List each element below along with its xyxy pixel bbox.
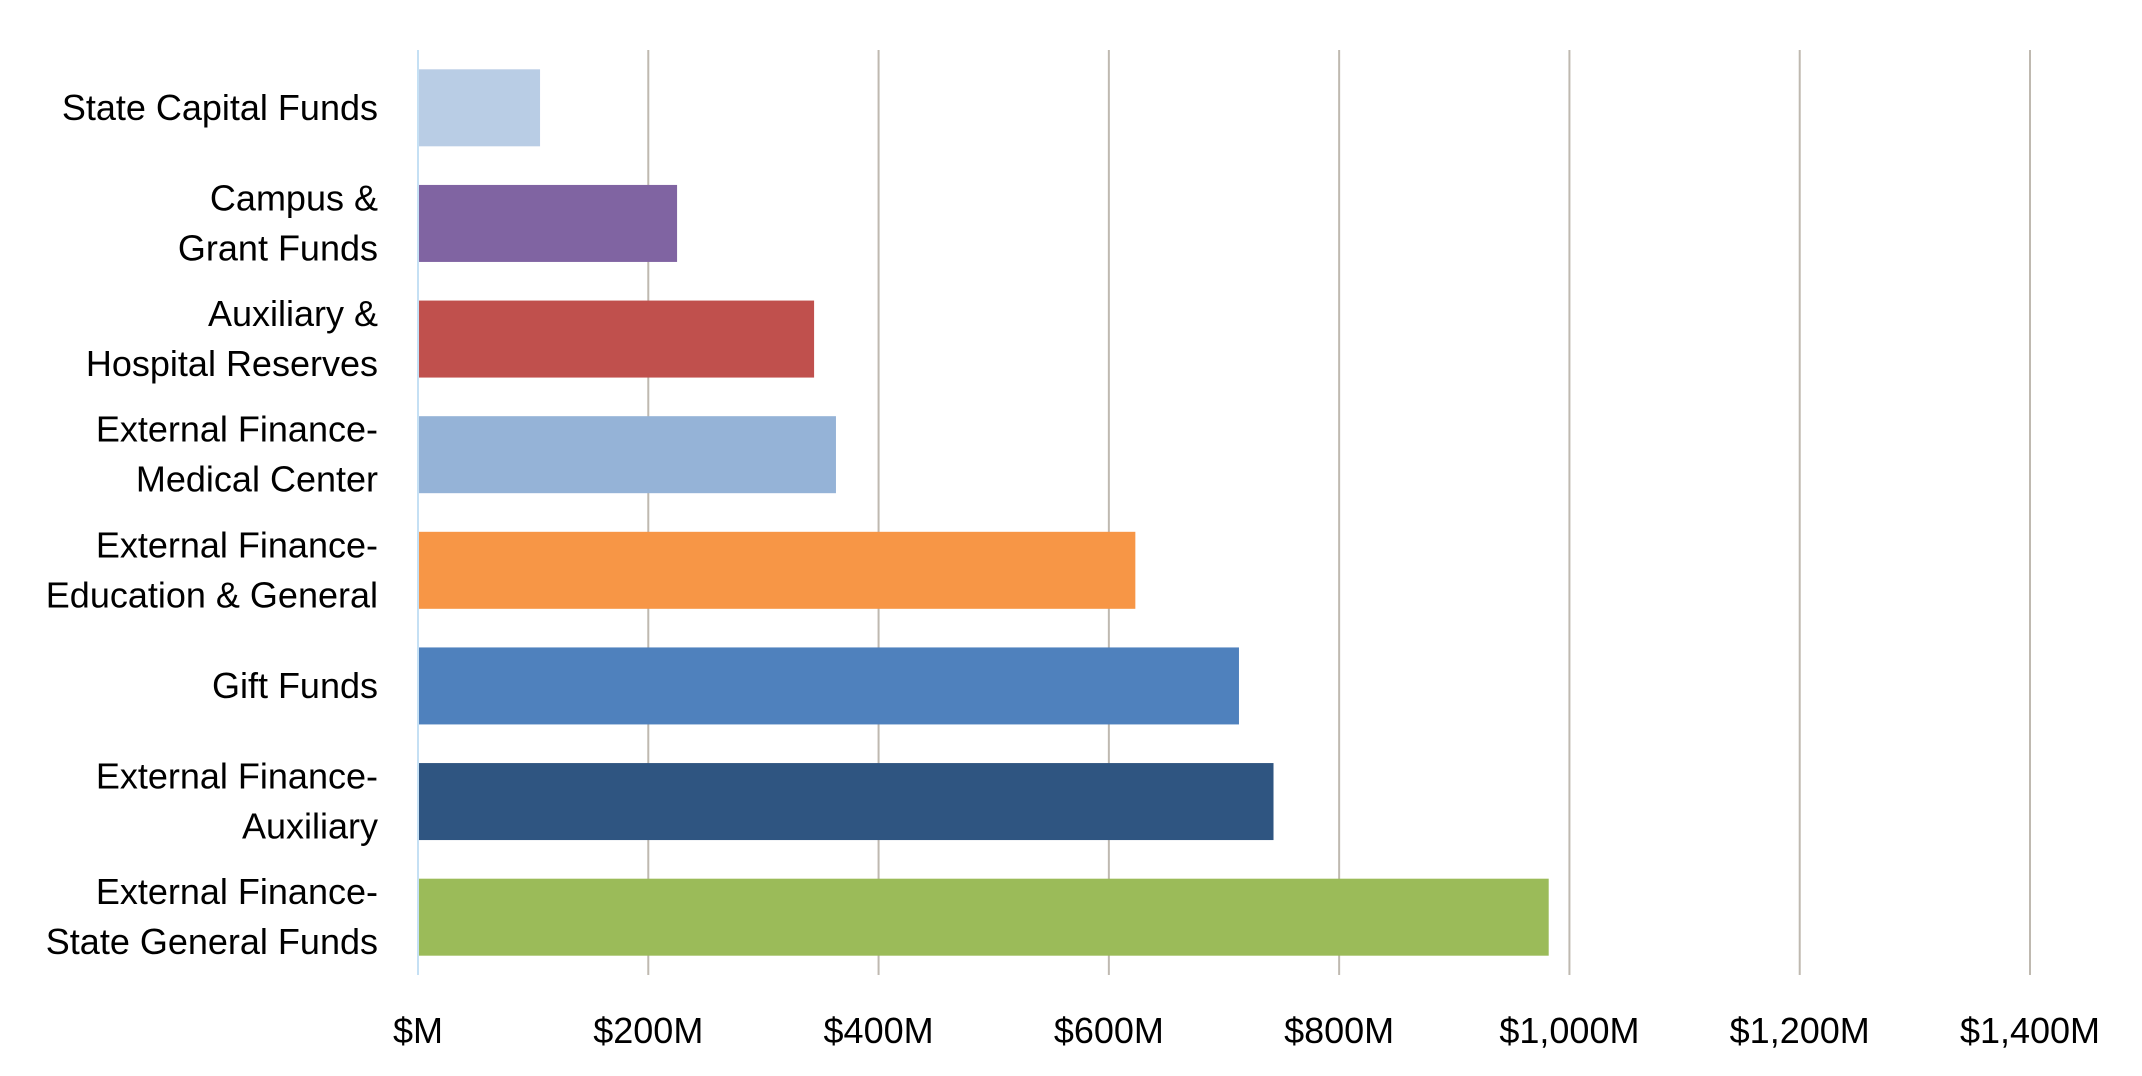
x-tick-label: $800M	[1284, 1010, 1394, 1051]
x-tick-label: $400M	[824, 1010, 934, 1051]
category-labels: State Capital Funds Campus & Grant Funds Au…	[46, 87, 378, 962]
category-label-line: External Finance-	[96, 871, 378, 912]
category-label-line: Education & General	[46, 574, 378, 615]
category-label: External Finance- Education & General	[46, 524, 378, 615]
category-label-line: Gift Funds	[212, 665, 378, 706]
x-tick-label: $1,200M	[1730, 1010, 1870, 1051]
category-label-line: Grant Funds	[178, 227, 378, 268]
category-label: Auxiliary & Hospital Reserves	[86, 293, 378, 384]
bars	[418, 69, 1549, 956]
x-tick-label: $1,000M	[1499, 1010, 1639, 1051]
x-tick-label: $1,400M	[1960, 1010, 2100, 1051]
category-label: External Finance- Auxiliary	[96, 756, 378, 847]
category-label-line: Auxiliary &	[208, 293, 378, 334]
category-label: External Finance- Medical Center	[96, 409, 378, 500]
bar	[418, 531, 1136, 609]
category-label: External Finance- State General Funds	[46, 871, 378, 962]
bar	[418, 300, 815, 378]
bar	[418, 69, 541, 147]
category-label-line: Hospital Reserves	[86, 343, 378, 384]
category-label: Gift Funds	[212, 665, 378, 706]
category-label-line: External Finance-	[96, 756, 378, 797]
category-label-line: Auxiliary	[242, 806, 378, 847]
category-label-line: External Finance-	[96, 409, 378, 450]
category-label: State Capital Funds	[62, 87, 378, 128]
gridlines	[647, 50, 2031, 975]
x-tick-label: $600M	[1054, 1010, 1164, 1051]
x-tick-label: $200M	[593, 1010, 703, 1051]
bar	[418, 763, 1274, 841]
bar	[418, 647, 1239, 725]
x-tick-labels: $M $200M $400M $600M $800M $1,000M $1,200M $1,4…	[393, 1010, 2100, 1051]
bar	[418, 416, 836, 494]
x-tick-label: $M	[393, 1010, 443, 1051]
category-label: Campus & Grant Funds	[178, 177, 378, 268]
category-label-line: State General Funds	[46, 921, 378, 962]
category-label-line: Medical Center	[136, 459, 378, 500]
category-label-line: State Capital Funds	[62, 87, 378, 128]
bar	[418, 878, 1549, 956]
category-label-line: External Finance-	[96, 524, 378, 565]
category-label-line: Campus &	[210, 177, 378, 218]
bar	[418, 184, 678, 262]
